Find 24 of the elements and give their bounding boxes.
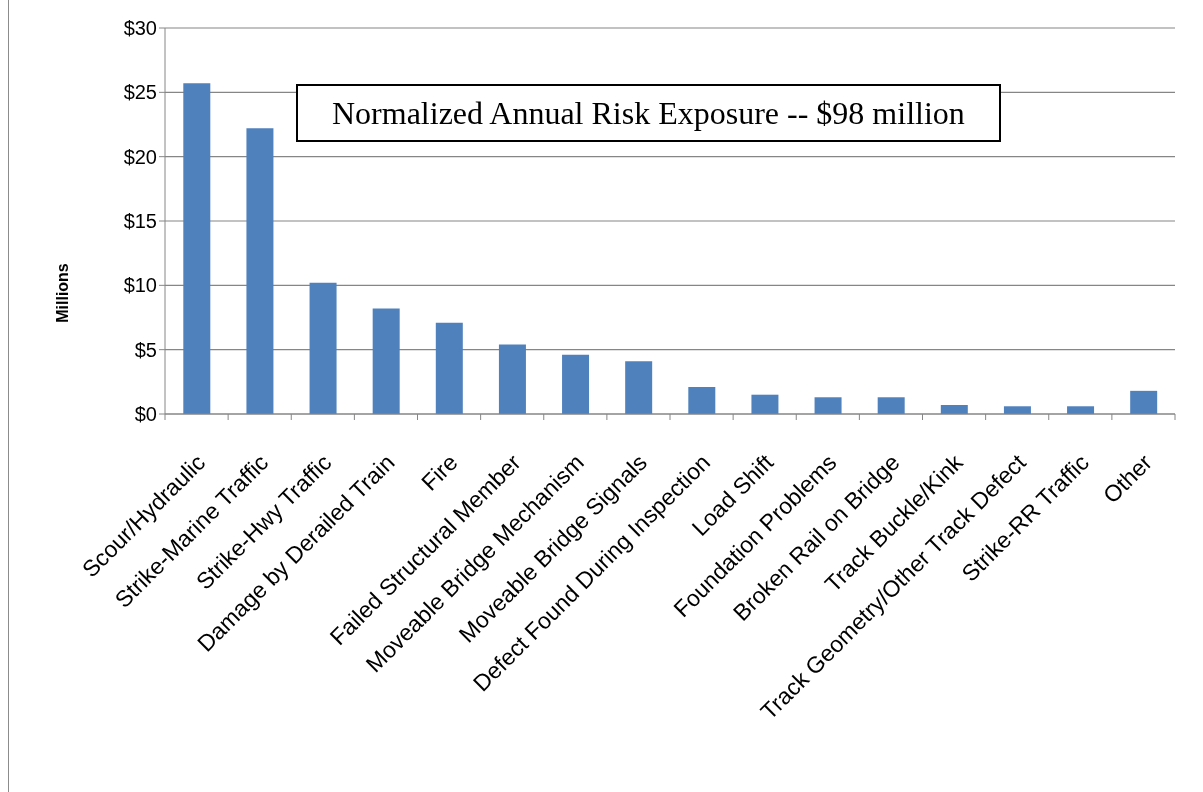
bar [751, 394, 779, 414]
bar [562, 354, 590, 414]
bar [435, 322, 463, 414]
bar [1067, 406, 1095, 414]
bar [1003, 406, 1031, 414]
y-tick-label: $15 [123, 210, 157, 233]
y-tick-label: $10 [123, 274, 157, 297]
y-tick-label: $5 [134, 338, 157, 361]
bar [183, 83, 211, 414]
bar [625, 361, 653, 414]
y-tick-label: $20 [123, 145, 157, 168]
bar [246, 128, 274, 414]
bar [814, 397, 842, 414]
y-tick-label: $25 [123, 81, 157, 104]
bar [372, 308, 400, 414]
bar [498, 344, 526, 414]
y-tick-label: $30 [123, 17, 157, 40]
bar [688, 386, 716, 414]
bar [1130, 390, 1158, 414]
annotation: Normalized Annual Risk Exposure -- $98 million [296, 84, 1001, 142]
bar [309, 282, 337, 414]
y-axis-title: Millions [54, 263, 71, 323]
bar [877, 397, 905, 414]
y-tick-label: $0 [134, 403, 157, 426]
